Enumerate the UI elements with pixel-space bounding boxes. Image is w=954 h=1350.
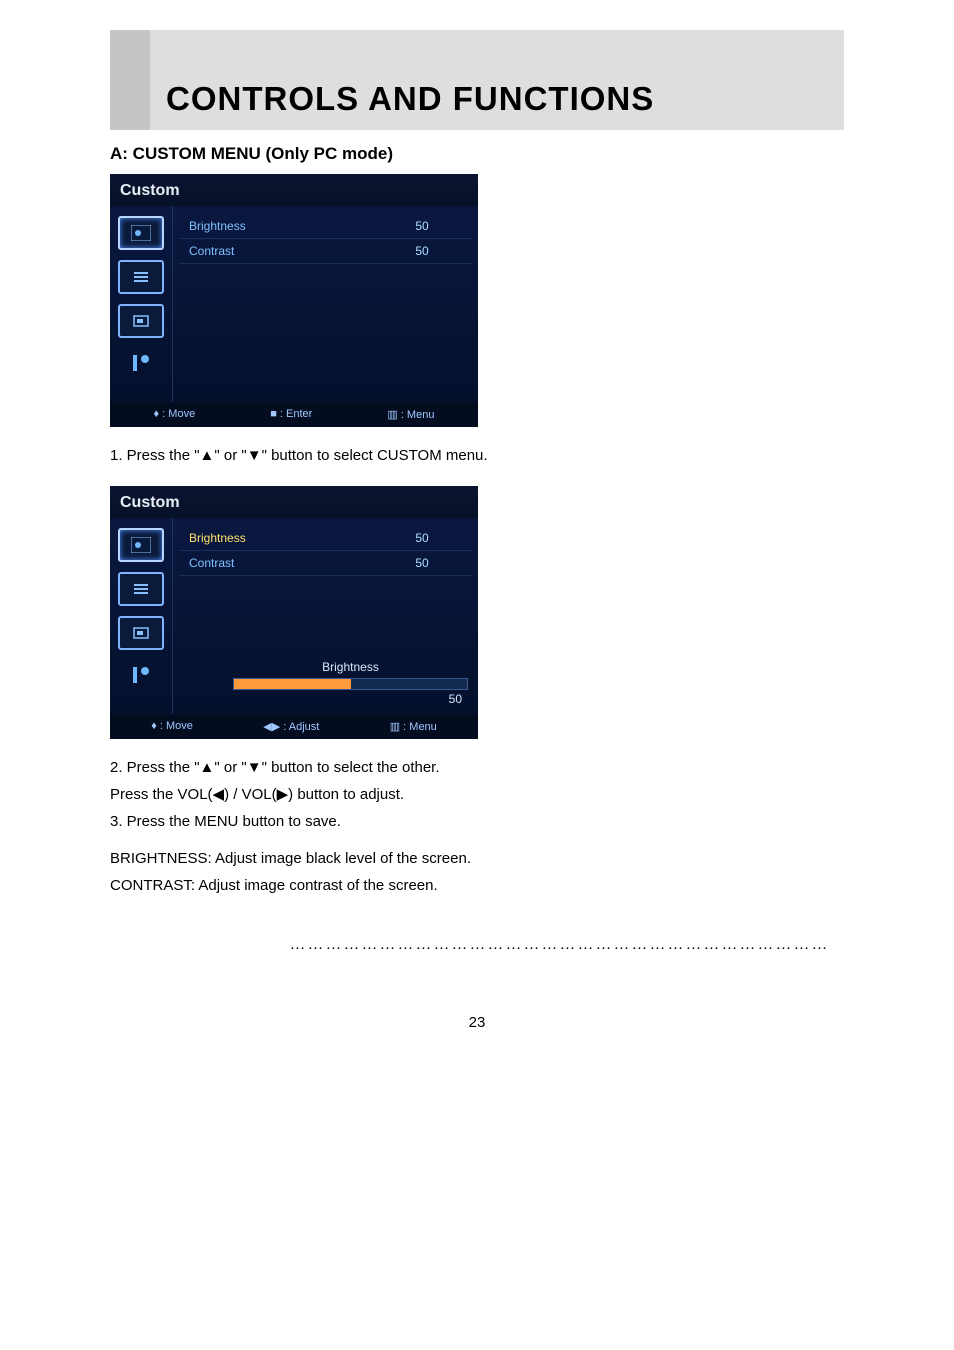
osd-settings-panel: Brightness 50 Contrast 50 Brightness 50 bbox=[172, 518, 478, 714]
setting-label: Contrast bbox=[189, 244, 382, 258]
footer-hint-enter: ■ : Enter bbox=[270, 408, 312, 421]
setting-value: 50 bbox=[382, 244, 462, 258]
down-arrow-icon: ▼ bbox=[247, 759, 262, 776]
up-arrow-icon: ▲ bbox=[200, 447, 215, 464]
brightness-tab-icon[interactable] bbox=[118, 528, 164, 562]
monitor-tab-icon[interactable] bbox=[118, 304, 164, 338]
header-accent-bar bbox=[110, 30, 150, 130]
osd-settings-panel: Brightness 50 Contrast 50 bbox=[172, 206, 478, 402]
slider-track bbox=[233, 678, 468, 690]
osd-menu-2: Custom Brightness 50 Contrast 50 bbox=[110, 486, 478, 739]
setting-value: 50 bbox=[382, 531, 462, 545]
osd-sidebar bbox=[110, 518, 172, 714]
setting-value: 50 bbox=[382, 219, 462, 233]
slider-fill bbox=[234, 679, 351, 689]
setting-row-brightness[interactable]: Brightness 50 bbox=[179, 214, 472, 239]
page-number: 23 bbox=[110, 1014, 844, 1031]
right-arrow-icon: ▶ bbox=[277, 786, 289, 803]
osd-title: Custom bbox=[110, 486, 478, 518]
setting-row-contrast[interactable]: Contrast 50 bbox=[179, 239, 472, 264]
osd-sidebar bbox=[110, 206, 172, 402]
list-tab-icon[interactable] bbox=[118, 572, 164, 606]
footer-hint-menu: ▥ : Menu bbox=[387, 408, 434, 421]
osd-footer: ♦ : Move ■ : Enter ▥ : Menu bbox=[110, 402, 478, 427]
instruction-2-line1: 2. Press the "▲" or "▼" button to select… bbox=[110, 757, 844, 778]
osd-footer: ♦ : Move ◀▶ : Adjust ▥ : Menu bbox=[110, 714, 478, 739]
monitor-tab-icon[interactable] bbox=[118, 616, 164, 650]
tools-tab-icon[interactable] bbox=[120, 348, 162, 378]
page-title: CONTROLS AND FUNCTIONS bbox=[150, 80, 654, 130]
brightness-slider[interactable]: Brightness 50 bbox=[233, 660, 468, 706]
setting-label: Contrast bbox=[189, 556, 382, 570]
setting-row-contrast[interactable]: Contrast 50 bbox=[179, 551, 472, 576]
instruction-3: 3. Press the MENU button to save. bbox=[110, 811, 844, 832]
down-arrow-icon: ▼ bbox=[247, 447, 262, 464]
desc-brightness: BRIGHTNESS: Adjust image black level of … bbox=[110, 848, 844, 869]
setting-row-brightness[interactable]: Brightness 50 bbox=[179, 526, 472, 551]
brightness-tab-icon[interactable] bbox=[118, 216, 164, 250]
setting-label: Brightness bbox=[189, 219, 382, 233]
section-subheading: A: CUSTOM MENU (Only PC mode) bbox=[110, 144, 844, 164]
osd-title: Custom bbox=[110, 174, 478, 206]
page-header: CONTROLS AND FUNCTIONS bbox=[110, 30, 844, 130]
divider-dots: ……………………………………………………………………………… bbox=[290, 936, 844, 954]
list-tab-icon[interactable] bbox=[118, 260, 164, 294]
instruction-2-line2: Press the VOL(◀) / VOL(▶) button to adju… bbox=[110, 784, 844, 805]
footer-hint-adjust: ◀▶ : Adjust bbox=[263, 720, 319, 733]
osd-menu-1: Custom Brightness 50 Contrast 50 bbox=[110, 174, 478, 427]
footer-hint-move: ♦ : Move bbox=[151, 720, 193, 733]
instruction-1: 1. Press the "▲" or "▼" button to select… bbox=[110, 445, 844, 466]
footer-hint-menu: ▥ : Menu bbox=[390, 720, 437, 733]
footer-hint-move: ♦ : Move bbox=[154, 408, 196, 421]
desc-contrast: CONTRAST: Adjust image contrast of the s… bbox=[110, 875, 844, 896]
setting-value: 50 bbox=[382, 556, 462, 570]
up-arrow-icon: ▲ bbox=[200, 759, 215, 776]
slider-label: Brightness bbox=[233, 660, 468, 674]
slider-value: 50 bbox=[233, 692, 468, 706]
setting-label: Brightness bbox=[189, 531, 382, 545]
left-arrow-icon: ◀ bbox=[213, 786, 225, 803]
tools-tab-icon[interactable] bbox=[120, 660, 162, 690]
